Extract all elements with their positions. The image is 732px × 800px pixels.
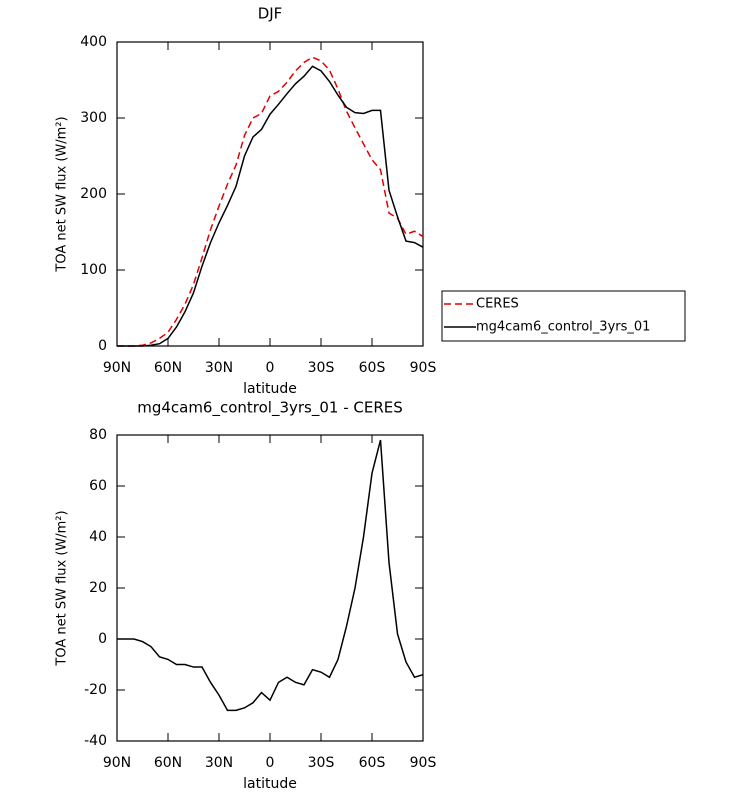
x-axis-label: latitude [243,381,297,397]
chart-title: DJF [258,5,283,23]
y-tick-label: -40 [84,733,107,749]
x-tick-label: 30N [205,755,233,771]
x-tick-label: 30N [205,360,233,376]
x-tick-label: 90N [103,360,131,376]
x-tick-label: 60N [154,360,182,376]
y-tick-label: -20 [84,682,107,698]
x-tick-label: 90S [410,360,437,376]
y-tick-label: 0 [98,338,107,354]
x-tick-label: 30S [308,360,335,376]
y-tick-label: 60 [89,478,107,494]
legend-box [441,290,686,342]
x-tick-label: 0 [266,360,275,376]
x-tick-label: 60N [154,755,182,771]
y-tick-label: 0 [98,631,107,647]
x-tick-label: 0 [266,755,275,771]
x-tick-label: 30S [308,755,335,771]
legend-label: CERES [476,297,519,312]
x-tick-label: 90S [410,755,437,771]
chart-title: mg4cam6_control_3yrs_01 - CERES [137,399,403,418]
data-line [117,56,424,347]
y-tick-label: 80 [89,427,107,443]
y-tick-label: 20 [89,580,107,596]
y-tick-label: 300 [80,110,107,126]
y-axis-label: TOA net SW flux (W/m²) [55,116,70,272]
y-tick-label: 40 [89,529,107,545]
x-tick-label: 60S [359,360,386,376]
data-line [117,439,424,712]
x-tick-label: 90N [103,755,131,771]
x-tick-label: 60S [359,755,386,771]
x-axis-label: latitude [243,776,297,792]
plot-frame [116,434,424,742]
plot-frame [116,41,424,347]
y-axis-label: TOA net SW flux (W/m²) [55,510,70,666]
legend-label: mg4cam6_control_3yrs_01 [476,320,650,335]
y-tick-label: 100 [80,262,107,278]
y-tick-label: 200 [80,186,107,202]
y-tick-label: 400 [80,34,107,50]
data-line [117,65,424,347]
